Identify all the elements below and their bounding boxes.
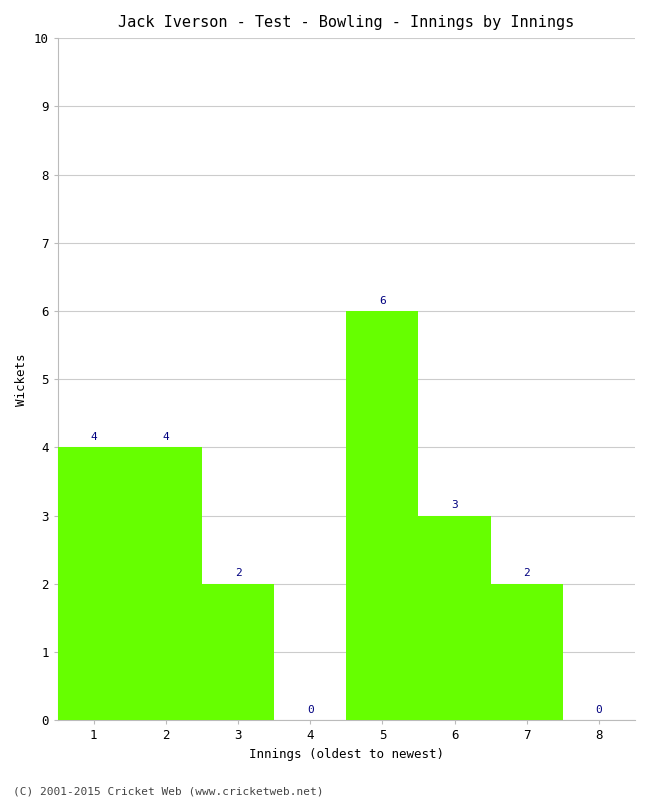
Text: 3: 3 [451, 500, 458, 510]
Y-axis label: Wickets: Wickets [15, 353, 28, 406]
Bar [346, 311, 419, 721]
Text: 4: 4 [90, 432, 97, 442]
Bar [202, 584, 274, 721]
Text: 0: 0 [595, 705, 603, 715]
Text: (C) 2001-2015 Cricket Web (www.cricketweb.net): (C) 2001-2015 Cricket Web (www.cricketwe… [13, 786, 324, 796]
Text: 2: 2 [523, 569, 530, 578]
Bar [491, 584, 563, 721]
Bar [58, 447, 130, 721]
Text: 2: 2 [235, 569, 241, 578]
Bar [130, 447, 202, 721]
Title: Jack Iverson - Test - Bowling - Innings by Innings: Jack Iverson - Test - Bowling - Innings … [118, 15, 575, 30]
Text: 0: 0 [307, 705, 313, 715]
Text: 6: 6 [379, 295, 385, 306]
Bar [419, 516, 491, 721]
Text: 4: 4 [162, 432, 169, 442]
X-axis label: Innings (oldest to newest): Innings (oldest to newest) [249, 748, 444, 761]
